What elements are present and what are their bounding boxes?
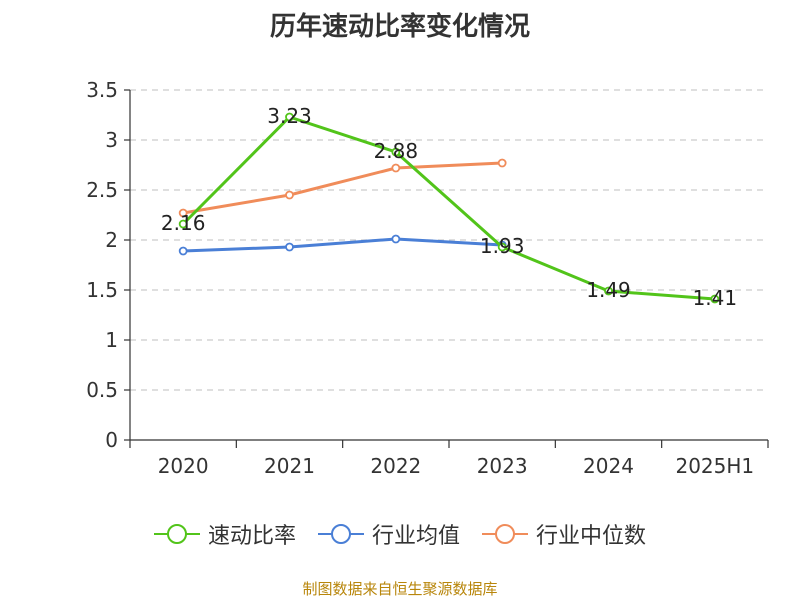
data-point [285, 112, 294, 122]
legend-swatch-icon [482, 524, 528, 544]
series-line [182, 115, 715, 301]
x-tick-label: 2023 [477, 454, 528, 478]
y-tick-label: 2.5 [86, 178, 118, 202]
data-point [497, 158, 507, 168]
data-point [497, 242, 507, 252]
data-point [178, 246, 188, 256]
data-point [604, 286, 613, 296]
data-point [710, 294, 720, 304]
data-label: 2.88 [374, 139, 419, 163]
data-point [285, 242, 294, 252]
y-tick-label: 0 [105, 428, 118, 452]
data-point [391, 234, 401, 244]
chart-title: 历年速动比率变化情况 [269, 12, 530, 42]
legend-item[interactable]: 行业中位数 [482, 518, 646, 550]
legend-swatch-icon [153, 524, 200, 544]
data-point [391, 163, 401, 173]
legend: 速动比率 行业均值 行业中位数 [0, 518, 800, 550]
legend-swatch-circle [330, 524, 351, 544]
x-tick-label: 2025H1 [675, 454, 754, 478]
source-note: 制图数据来自恒生聚源数据库 [302, 580, 498, 598]
data-label: 2.16 [161, 211, 206, 235]
y-tick-label: 1 [105, 328, 118, 352]
series-line [183, 237, 503, 253]
legend-label: 行业均值 [371, 524, 460, 549]
data-label: 1.41 [693, 286, 738, 310]
data-point [178, 208, 188, 218]
legend-swatch-icon [317, 524, 364, 544]
data-point [178, 219, 188, 229]
x-tick-label: 2020 [158, 454, 209, 478]
data-label: 1.49 [586, 278, 631, 302]
x-tick-label: 2021 [264, 454, 315, 478]
x-tick-label: 2022 [370, 454, 421, 478]
data-label: 1.93 [480, 234, 525, 258]
data-point [285, 190, 294, 200]
data-point [391, 147, 401, 157]
legend-swatch-circle [166, 524, 187, 544]
y-tick-label: 1.5 [86, 278, 118, 302]
series-line [182, 161, 503, 215]
y-tick-label: 3 [105, 128, 118, 152]
y-tick-label: 2 [105, 228, 118, 252]
legend-item[interactable]: 行业均值 [317, 518, 460, 550]
data-label: 3.23 [267, 104, 312, 128]
legend-label: 速动比率 [207, 524, 296, 549]
legend-label: 行业中位数 [536, 524, 647, 549]
x-tick-label: 2024 [583, 454, 634, 478]
y-tick-label: 3.5 [86, 78, 118, 102]
y-tick-label: 0.5 [86, 378, 118, 402]
legend-swatch-circle [495, 524, 515, 544]
legend-item[interactable]: 速动比率 [153, 518, 296, 550]
